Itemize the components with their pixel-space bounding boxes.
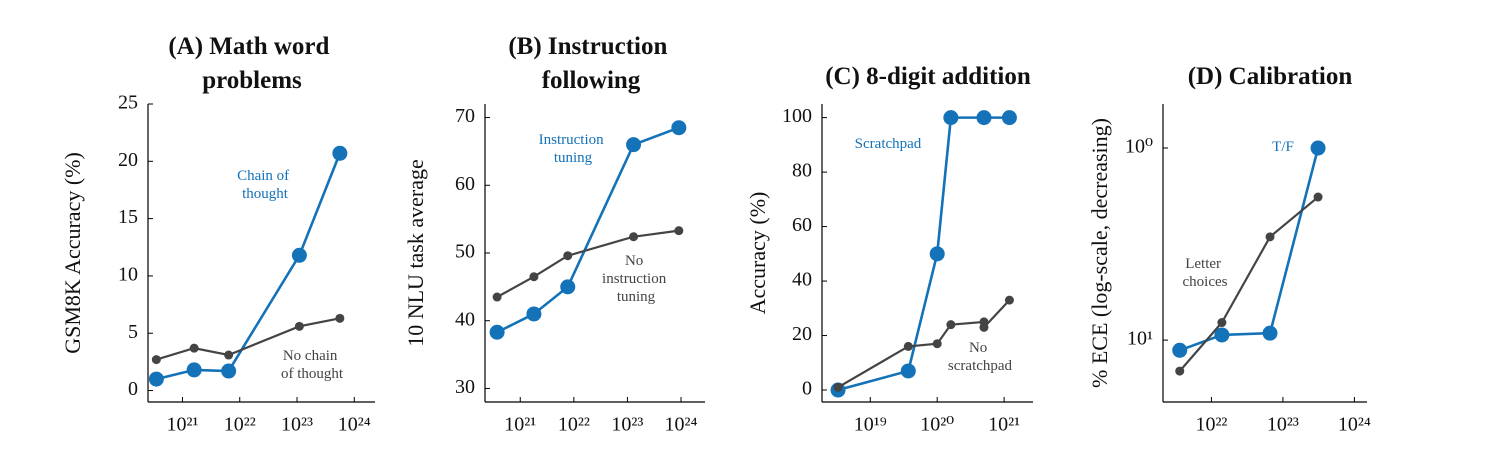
data-point	[1001, 110, 1017, 126]
series-label: No scratchpad	[948, 340, 1013, 374]
data-point	[224, 350, 234, 360]
x-tick-label: 10²³	[611, 414, 643, 436]
data-point	[674, 226, 684, 236]
x-tick-label: 10²²	[558, 414, 590, 436]
data-point	[626, 137, 642, 153]
data-point	[489, 324, 505, 340]
data-point	[529, 272, 539, 282]
data-point	[979, 322, 989, 332]
y-tick-label: 20	[792, 323, 812, 345]
data-point	[294, 321, 304, 331]
y-tick-label: 25	[118, 92, 138, 114]
data-point	[151, 355, 161, 365]
y-tick-label: 10⁰	[1125, 136, 1153, 158]
data-point	[335, 313, 345, 323]
data-point	[492, 292, 502, 302]
y-tick-label: 10	[118, 264, 138, 286]
data-point	[560, 279, 576, 295]
y-axis-label: GSM8K Accuracy (%)	[60, 152, 85, 354]
data-point	[900, 363, 916, 379]
series-label: Scratchpad	[855, 136, 922, 152]
data-point	[1217, 318, 1227, 328]
x-tick-label: 10²²	[1195, 414, 1227, 436]
data-point	[1004, 295, 1014, 305]
y-tick-label: 60	[792, 214, 812, 236]
y-tick-label: 30	[455, 376, 475, 398]
data-point	[629, 232, 639, 242]
x-tick-label: 10²²	[224, 414, 256, 436]
y-tick-label: 0	[128, 378, 138, 400]
series-line	[1178, 196, 1319, 372]
data-point	[221, 363, 237, 379]
data-point	[1214, 327, 1230, 343]
series-line	[1179, 147, 1320, 352]
x-tick-label: 10²⁰	[920, 414, 954, 436]
data-point	[1172, 342, 1188, 358]
data-point	[1310, 140, 1326, 156]
data-point	[833, 382, 843, 392]
panel-title: (C) 8-digit addition	[825, 63, 1031, 90]
y-tick-label: 40	[792, 269, 812, 291]
y-axis-label: Accuracy (%)	[745, 192, 770, 315]
data-point	[929, 246, 945, 262]
y-tick-label: 15	[118, 206, 138, 228]
series-label: No chain of thought	[281, 348, 344, 382]
data-point	[1175, 366, 1185, 376]
y-tick-label: 0	[802, 378, 812, 400]
x-tick-label: 10²³	[1267, 414, 1299, 436]
data-point	[189, 343, 199, 353]
x-tick-label: 10²⁴	[665, 414, 698, 436]
data-point	[148, 371, 164, 387]
data-point	[943, 110, 959, 126]
x-tick-label: 10²¹	[988, 414, 1020, 436]
data-point	[976, 110, 992, 126]
y-tick-label: 70	[455, 105, 475, 127]
series-label: Chain of thought	[237, 168, 293, 202]
data-point	[186, 362, 202, 378]
x-tick-label: 10²⁴	[338, 414, 371, 436]
data-point	[946, 320, 956, 330]
data-point	[903, 341, 913, 351]
data-point	[291, 247, 307, 263]
series-label: Instruction tuning	[539, 132, 608, 166]
y-tick-label: 10¹	[1127, 328, 1153, 350]
data-point	[526, 306, 542, 322]
y-tick-label: 100	[782, 105, 812, 127]
y-tick-label: 50	[455, 241, 475, 263]
data-point	[671, 120, 687, 136]
y-tick-label: 60	[455, 173, 475, 195]
y-tick-label: 80	[792, 160, 812, 182]
data-point	[1265, 232, 1275, 242]
panel-title: (A) Math word problems	[168, 33, 335, 94]
y-tick-label: 5	[128, 321, 138, 343]
series-label: T/F	[1272, 139, 1294, 155]
y-axis-label: 10 NLU task average	[403, 159, 428, 347]
x-tick-label: 10²¹	[166, 414, 198, 436]
x-tick-label: 10²³	[281, 414, 313, 436]
data-point	[332, 145, 348, 161]
data-point	[932, 339, 942, 349]
panel-title: (D) Calibration	[1188, 63, 1353, 90]
series-label: No instruction tuning	[602, 253, 670, 305]
data-point	[1262, 325, 1278, 341]
x-tick-label: 10²¹	[504, 414, 536, 436]
data-point	[1313, 192, 1323, 202]
series-label: Letter choices	[1183, 256, 1228, 290]
data-point	[563, 251, 573, 261]
panel-title: (B) Instruction following	[508, 33, 673, 94]
y-tick-label: 40	[455, 308, 475, 330]
y-axis-label: % ECE (log-scale, decreasing)	[1087, 118, 1112, 388]
x-tick-label: 10¹⁹	[854, 414, 887, 436]
y-tick-label: 20	[118, 149, 138, 171]
x-tick-label: 10²⁴	[1338, 414, 1371, 436]
